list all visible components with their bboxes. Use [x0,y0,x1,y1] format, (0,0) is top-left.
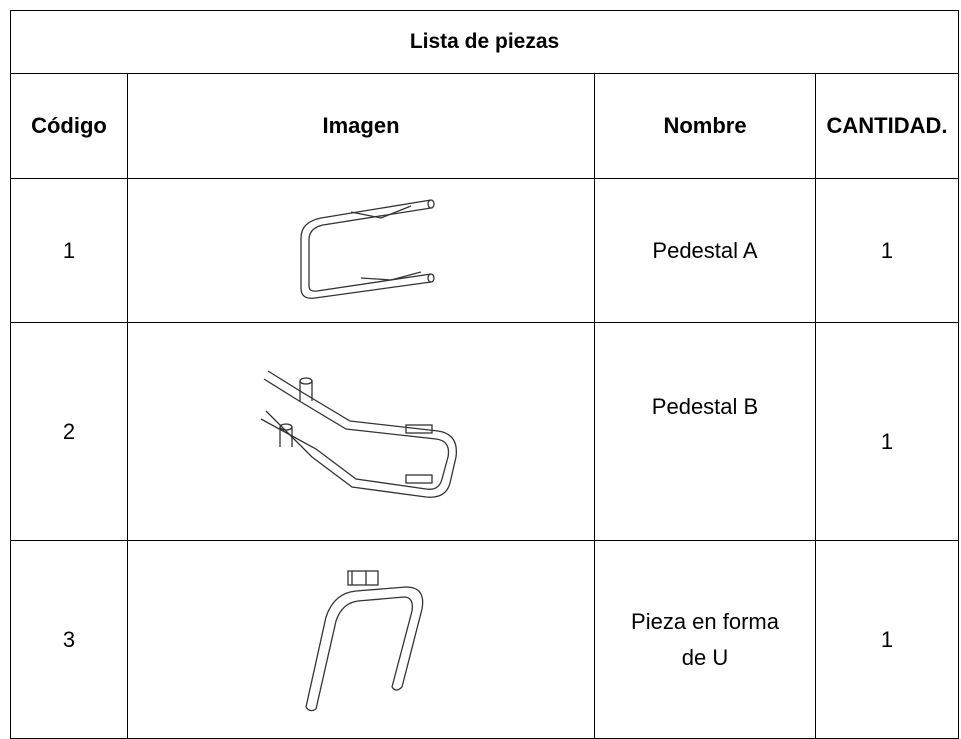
quantity-cell: 1 [814,540,960,739]
image-cell [127,540,595,739]
pedestal-a-image [300,198,435,299]
quantity-cell: 1 [814,322,960,541]
parts-table: Lista de piezas Código Imagen Nombre CAN… [9,10,960,739]
name-cell: Pedestal B [594,322,816,541]
image-cell [127,322,595,541]
name-cell: Pieza en forma de U [594,540,816,739]
header-cell: Código [10,73,128,179]
code-cell: 1 [10,178,128,323]
code-cell: 2 [10,322,128,541]
code-cell: 3 [10,540,128,739]
page: Lista de piezas Código Imagen Nombre CAN… [9,10,960,739]
table-title: Lista de piezas [9,10,960,74]
image-cell [127,178,595,323]
header-cell: Imagen [127,73,595,179]
header-cell: Nombre [594,73,816,179]
quantity-cell: 1 [814,178,960,323]
name-cell: Pedestal A [594,178,816,323]
u-piece-image [305,569,424,711]
header-cell: CANTIDAD. [814,73,960,179]
pedestal-b-image [260,369,458,498]
